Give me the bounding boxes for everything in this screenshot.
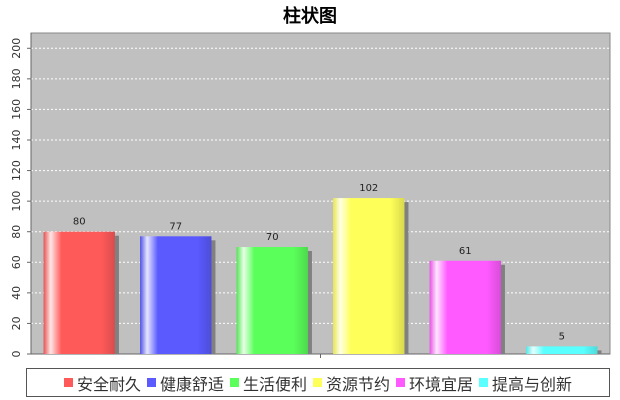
bar — [333, 198, 405, 354]
legend-swatch — [313, 378, 322, 387]
legend-item: 生活便利 — [229, 371, 307, 395]
y-tick-label: 180 — [10, 68, 23, 89]
legend-swatch — [396, 378, 406, 387]
bar — [43, 231, 115, 354]
y-tick-label: 160 — [10, 99, 23, 120]
y-tick-label: 80 — [10, 225, 23, 239]
bar-value-label: 5 — [559, 331, 565, 342]
legend-swatch — [479, 378, 489, 387]
bar-value-label: 80 — [73, 217, 86, 228]
legend-label: 资源节约 — [326, 374, 391, 394]
legend-item: 环境宜居 — [396, 371, 473, 395]
bar-value-label: 61 — [459, 246, 472, 257]
legend-label: 环境宜居 — [409, 374, 474, 394]
y-tick-label: 200 — [10, 38, 23, 59]
y-tick-label: 120 — [10, 160, 23, 181]
legend-item: 提高与创新 — [479, 371, 572, 395]
bar — [140, 236, 212, 354]
y-tick-label: 20 — [10, 316, 23, 330]
bar-value-label: 70 — [266, 232, 279, 243]
legend-swatch — [146, 378, 156, 387]
bar — [236, 247, 308, 354]
legend: 安全耐久 健康舒适 生活便利 资源节约 环境宜居 提高与创新 — [26, 368, 610, 397]
y-tick-label: 0 — [10, 351, 23, 358]
legend-swatch — [63, 378, 73, 387]
bar-value-label: 77 — [169, 221, 182, 232]
legend-label: 提高与创新 — [492, 374, 573, 394]
legend-label: 健康舒适 — [159, 374, 224, 394]
y-tick-label: 40 — [10, 286, 23, 300]
legend-swatch — [229, 378, 239, 387]
y-tick-label: 60 — [10, 255, 23, 269]
plot-area: 0 20 40 60 80 100 120 140 160 180 200 80 77 70 102 61 5 — [10, 32, 611, 358]
plot-background — [30, 32, 611, 355]
legend-label: 安全耐久 — [76, 374, 141, 394]
bar — [526, 346, 598, 354]
legend-label: 生活便利 — [242, 374, 307, 394]
legend-item: 健康舒适 — [146, 371, 224, 395]
y-tick-label: 100 — [10, 191, 23, 212]
y-tick-label: 140 — [10, 130, 23, 151]
legend-item: 资源节约 — [313, 371, 390, 395]
chart-title: 柱状图 — [283, 6, 337, 27]
bar — [429, 260, 501, 354]
legend-item: 安全耐久 — [63, 371, 141, 395]
bar-value-label: 102 — [359, 183, 378, 194]
